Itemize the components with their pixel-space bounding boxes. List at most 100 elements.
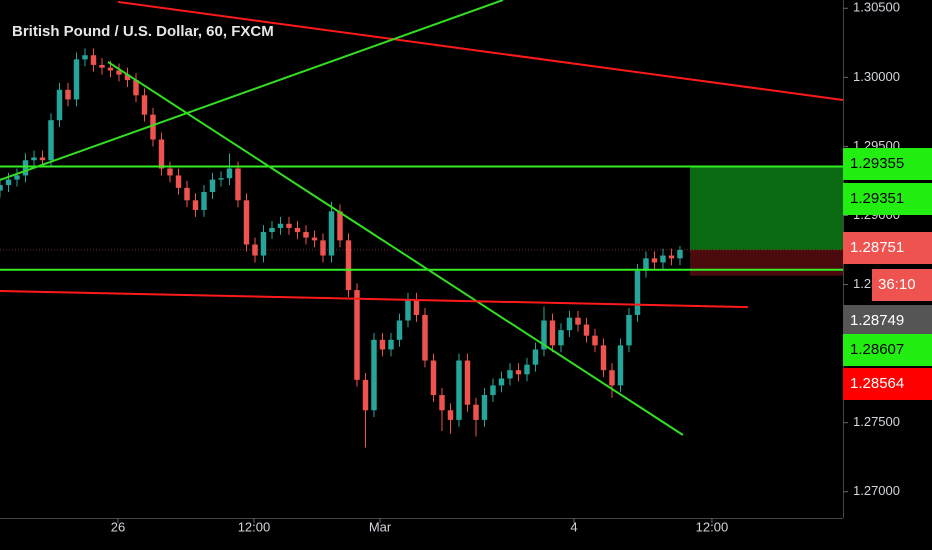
candle-body [252, 244, 258, 256]
candle-body [396, 320, 403, 340]
x-tick-label: 12:00 [696, 519, 729, 534]
candle-body [235, 168, 241, 201]
candle-body [600, 345, 607, 371]
price-tag [843, 232, 932, 264]
candle-body [541, 320, 547, 350]
price-tag [843, 305, 932, 337]
trend-line [117, 0, 844, 101]
trend-line [0, 290, 748, 309]
candle-body [430, 360, 437, 396]
price-tag-label: 1.29351 [850, 190, 904, 207]
candle-body [303, 232, 309, 238]
chart-title: British Pound / U.S. Dollar, 60, FXCM [12, 23, 274, 40]
candle-body [634, 270, 641, 315]
candle-body [82, 55, 88, 60]
candle-body [201, 192, 207, 210]
candle-body [320, 240, 326, 256]
candle-body [286, 223, 292, 228]
candle-body [48, 120, 54, 161]
candle-body [413, 299, 420, 315]
y-tick-label: 1.27000 [853, 483, 900, 498]
candle-body [90, 55, 97, 65]
candle-body [371, 339, 377, 411]
trend-line [107, 61, 684, 436]
candle-body [328, 211, 335, 256]
price-tag [843, 368, 932, 400]
candle-body [524, 364, 530, 375]
candle-body [498, 378, 505, 386]
candle-body [490, 385, 496, 396]
candle-body [464, 360, 471, 405]
price-tag-label: 1.28607 [850, 341, 904, 358]
candle-body [447, 410, 454, 420]
candle-body [379, 339, 386, 350]
y-tick-label: 1.27500 [853, 414, 900, 429]
candle-body [158, 139, 165, 169]
candle-body [362, 379, 369, 411]
candle-body [405, 299, 411, 321]
candle-body [354, 290, 360, 380]
candle-body [14, 175, 20, 180]
candle-body [473, 404, 479, 420]
candle-body [439, 395, 445, 411]
candle-body [184, 187, 190, 201]
candle-body [39, 157, 46, 161]
candle-body [192, 200, 199, 210]
candle-body [56, 89, 63, 121]
candle-body [226, 168, 233, 179]
price-tag [843, 334, 932, 366]
candle-body [65, 89, 71, 100]
candle-body [583, 324, 590, 336]
candle-body [481, 395, 488, 420]
price-tag [843, 183, 932, 215]
candle-body [167, 168, 173, 176]
candle-body [515, 370, 522, 375]
price-tag-label: 1.28749 [850, 312, 904, 329]
candle-body [218, 178, 224, 180]
x-tick-label: Mar [369, 519, 392, 534]
candle-body [175, 175, 182, 188]
price-tag-label: 36:10 [878, 276, 916, 293]
candle-body [345, 240, 352, 291]
candle-body [5, 179, 12, 186]
candle-body [643, 258, 649, 271]
candle-body [422, 314, 428, 361]
candle-body [677, 249, 683, 259]
candle-body [294, 227, 301, 233]
candle-body [22, 160, 29, 176]
candle-body [150, 114, 156, 140]
candle-body [277, 223, 284, 228]
candle-body [99, 64, 105, 68]
candle-body [456, 360, 462, 420]
candle-body [388, 339, 394, 350]
candle-body [107, 67, 114, 71]
candle-body [626, 314, 632, 346]
y-tick-label: 1.30500 [853, 0, 900, 15]
candle-body [269, 227, 275, 233]
x-tick-label: 12:00 [238, 519, 271, 534]
candle-body [209, 179, 216, 193]
price-tag-label: 1.29355 [850, 155, 904, 172]
candle-body [133, 80, 139, 96]
candle-body [558, 330, 564, 346]
candle-body [73, 59, 80, 100]
x-tick-label: 26 [111, 519, 125, 534]
price-tag [843, 148, 932, 180]
candle-body [532, 349, 539, 365]
candle-body [124, 74, 131, 81]
candle-body [260, 232, 267, 256]
candle-body [0, 185, 3, 191]
candle-body [141, 95, 148, 115]
price-tag-label: 1.28751 [850, 239, 904, 256]
candle-body [311, 237, 318, 241]
candle-body [668, 255, 675, 259]
candle-body [592, 335, 598, 346]
plot-area [0, 0, 844, 448]
candle-body [617, 345, 624, 386]
position-stop [690, 249, 843, 276]
candle-body [575, 317, 581, 325]
trend-line [0, 0, 504, 181]
candle-body [243, 200, 250, 245]
